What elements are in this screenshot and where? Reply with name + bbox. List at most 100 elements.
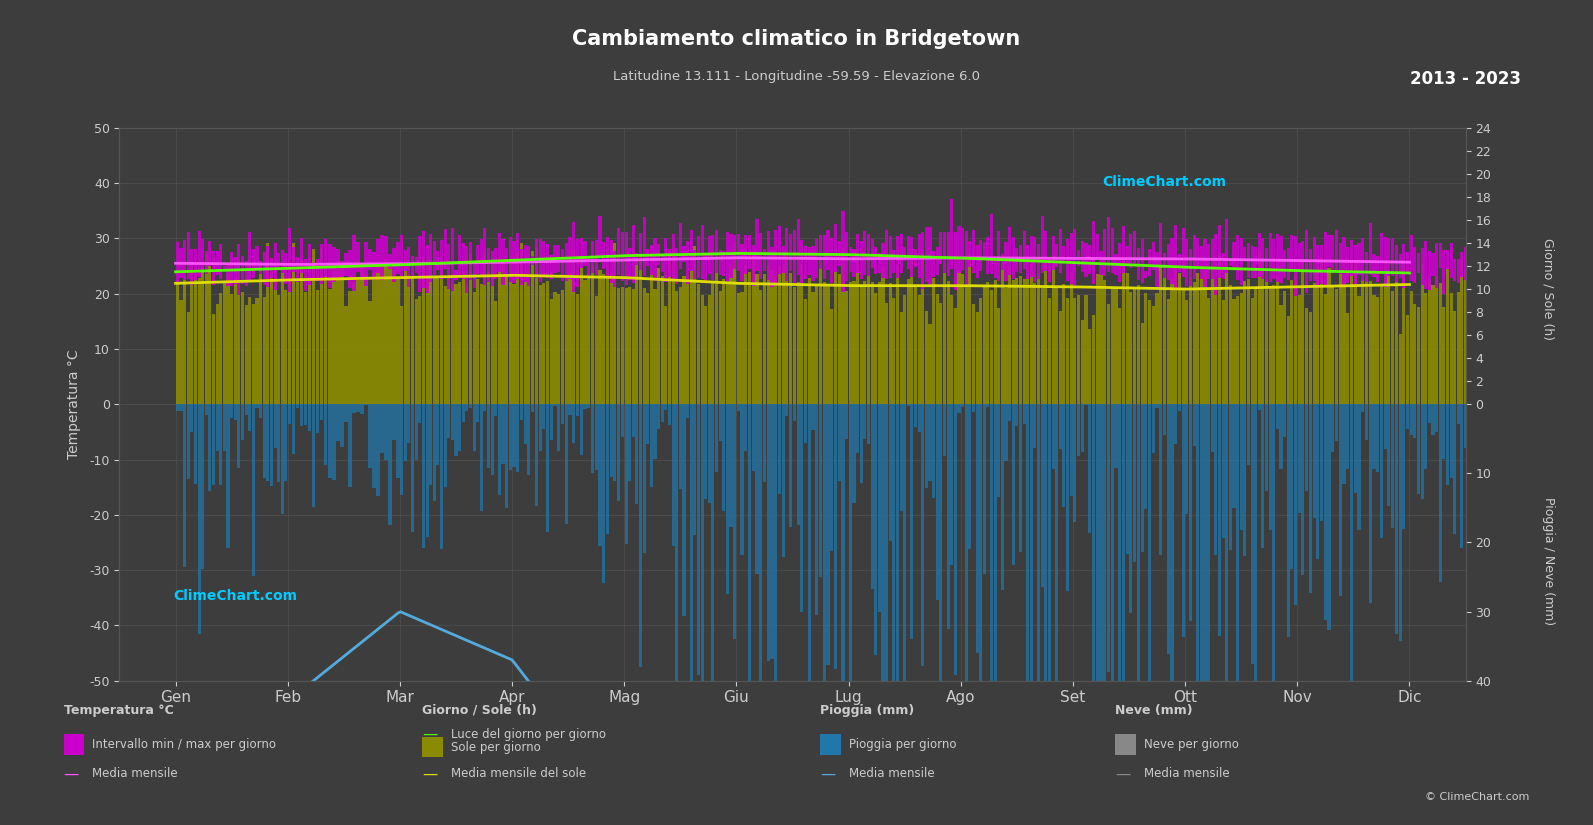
Bar [621,287,624,404]
Bar [656,268,660,404]
Bar [650,271,653,404]
Bar [274,243,277,290]
Bar [1421,265,1424,404]
Bar [1008,227,1012,275]
Bar [667,404,671,426]
Bar [1015,248,1018,272]
Bar [1258,404,1260,411]
Bar [782,404,785,557]
Bar [1243,248,1246,261]
Bar [516,251,519,404]
Bar [994,404,997,728]
Bar [871,282,873,404]
Bar [1222,300,1225,404]
Bar [229,252,233,286]
Bar [943,404,946,456]
Bar [502,404,505,464]
Bar [1395,245,1399,282]
Bar [1507,404,1510,488]
Bar [621,232,624,281]
Bar [376,239,379,273]
Bar [1424,293,1427,404]
Bar [1282,404,1286,436]
Bar [800,404,803,612]
Bar [384,236,387,266]
Bar [1102,280,1106,404]
Bar [1346,404,1349,469]
Bar [473,291,476,404]
Bar [1512,272,1513,404]
Text: 2013 - 2023: 2013 - 2023 [1410,70,1521,88]
Bar [715,230,718,273]
Bar [1276,404,1279,429]
Bar [226,273,229,404]
Bar [980,404,983,818]
Bar [360,267,363,404]
Bar [315,404,320,433]
Bar [411,256,414,276]
Bar [1438,283,1442,404]
Bar [1461,404,1464,548]
Bar [349,291,352,404]
Bar [1365,404,1368,440]
Bar [266,404,269,481]
Bar [1129,234,1133,267]
Bar [1357,404,1360,530]
Bar [459,281,460,404]
Bar [252,304,255,404]
Bar [997,404,1000,497]
Bar [704,305,707,404]
Bar [892,404,895,703]
Bar [443,285,446,404]
Bar [476,245,479,275]
Bar [1152,306,1155,404]
Bar [1294,236,1297,296]
Bar [886,229,889,279]
Bar [679,287,682,404]
Bar [1518,404,1521,478]
Bar [1214,404,1217,555]
Bar [234,278,237,404]
Bar [980,240,983,271]
Bar [722,279,725,404]
Bar [1357,296,1360,404]
Bar [997,308,1000,404]
Bar [661,276,664,404]
Bar [223,404,226,451]
Bar [468,243,472,280]
Bar [636,257,639,404]
Bar [1233,299,1236,404]
Bar [605,269,609,404]
Bar [429,404,432,485]
Bar [1243,280,1246,404]
Bar [1099,404,1102,818]
Bar [1048,404,1051,775]
Bar [1446,404,1450,485]
Bar [1407,252,1410,274]
Bar [664,404,667,411]
Bar [613,243,616,404]
Bar [425,245,429,294]
Bar [190,249,193,285]
Bar [553,292,556,404]
Bar [212,404,215,484]
Bar [1222,404,1225,538]
Bar [965,287,967,404]
Bar [1279,404,1282,469]
Bar [1316,404,1319,559]
Bar [1247,404,1251,464]
Bar [822,282,825,404]
Bar [1467,290,1470,404]
Bar [331,404,336,480]
Bar [1435,243,1438,289]
Bar [932,252,935,277]
Bar [483,229,486,285]
Bar [288,278,292,404]
Bar [1376,257,1380,282]
Bar [508,404,511,469]
Bar [878,404,881,611]
Text: Cambiamento climatico in Bridgetown: Cambiamento climatico in Bridgetown [572,29,1021,49]
Text: Neve (mm): Neve (mm) [1115,704,1193,717]
Bar [822,404,825,697]
Bar [624,289,628,404]
